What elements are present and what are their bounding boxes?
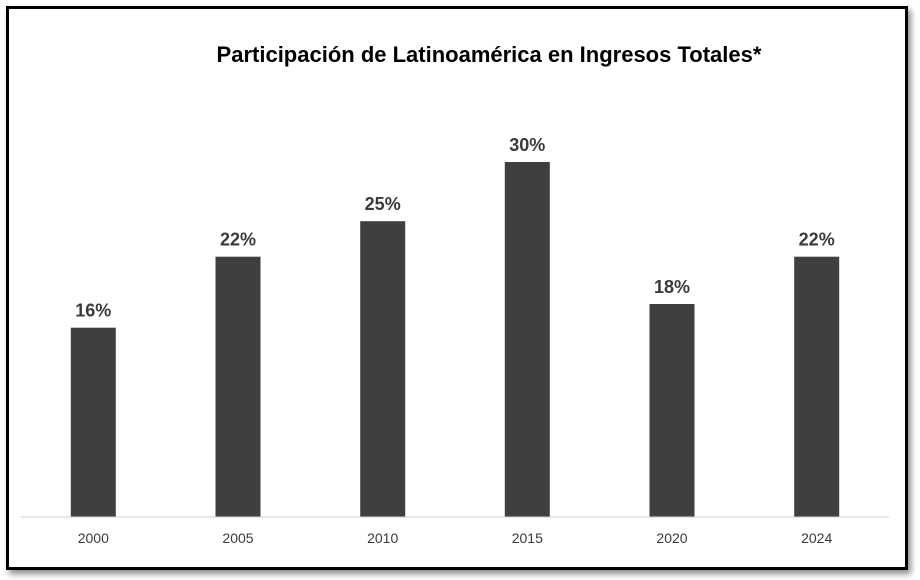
data-label-2005: 22% [220, 230, 256, 250]
bar-2000 [70, 327, 116, 517]
data-label-2010: 25% [365, 194, 401, 214]
bar-2020 [649, 304, 695, 517]
bar-2015 [504, 162, 550, 517]
x-tick-label-2024: 2024 [801, 530, 832, 546]
data-label-2024: 22% [799, 230, 835, 250]
bar-chart: Participación de Latinoamérica en Ingres… [21, 42, 889, 546]
bar-2010 [360, 221, 406, 517]
chart-title: Participación de Latinoamérica en Ingres… [217, 42, 762, 67]
bar-2005 [215, 256, 261, 517]
x-tick-label-2015: 2015 [512, 530, 543, 546]
data-label-2015: 30% [509, 135, 545, 155]
x-tick-label-2020: 2020 [656, 530, 687, 546]
data-label-group: 16% 22% 25% 30% 18% 22% [75, 135, 834, 321]
x-tick-label-2010: 2010 [367, 530, 398, 546]
x-tick-label-2000: 2000 [78, 530, 109, 546]
data-label-2000: 16% [75, 301, 111, 321]
bar-2024 [794, 256, 840, 517]
chart-frame: Participación de Latinoamérica en Ingres… [6, 6, 908, 570]
x-tick-label-2005: 2005 [222, 530, 253, 546]
x-tick-group: 2000 2005 2010 2015 2020 2024 [78, 530, 833, 546]
bar-group [70, 162, 840, 517]
data-label-2020: 18% [654, 277, 690, 297]
